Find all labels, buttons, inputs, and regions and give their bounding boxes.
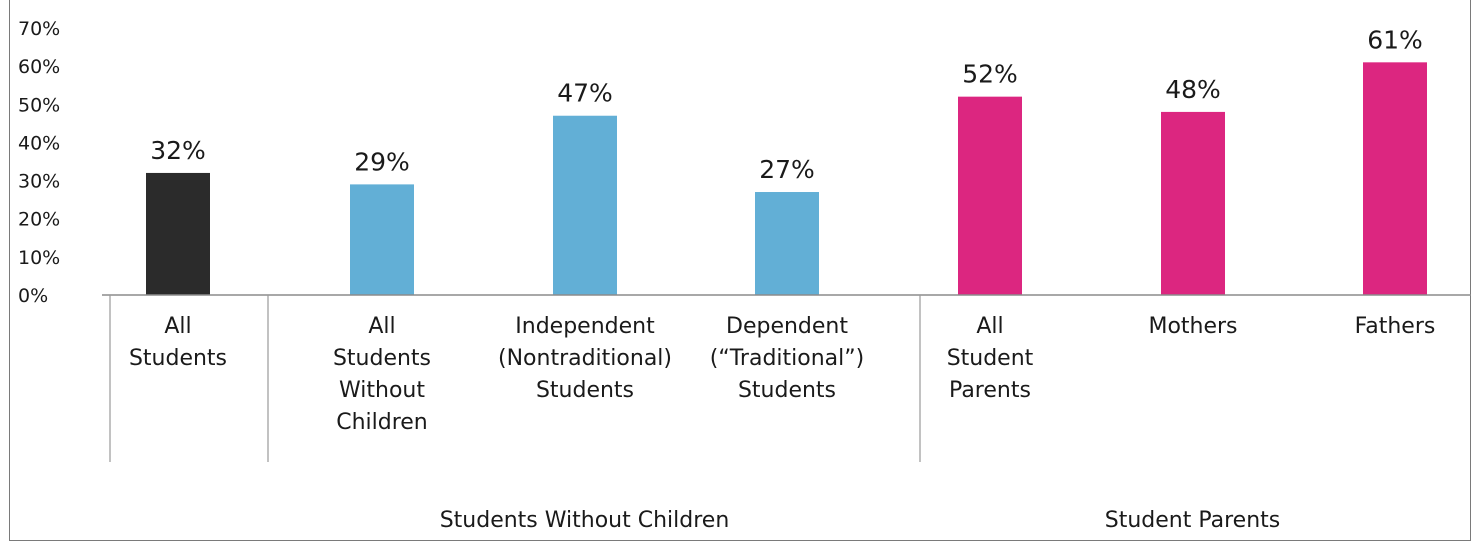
bar bbox=[1161, 112, 1225, 295]
y-tick-label: 50% bbox=[18, 94, 60, 116]
category-label: Fathers bbox=[1355, 314, 1436, 339]
category-label-line: Without bbox=[339, 378, 425, 403]
category-label-line: Students bbox=[333, 346, 431, 371]
data-label: 29% bbox=[354, 147, 410, 176]
bar bbox=[958, 97, 1022, 295]
category-label: Mothers bbox=[1148, 314, 1237, 339]
category-label-line: Students bbox=[738, 378, 836, 403]
group-label: Student Parents bbox=[1105, 508, 1280, 533]
data-label: 47% bbox=[557, 79, 613, 108]
y-tick-label: 60% bbox=[18, 56, 60, 78]
y-tick-label: 40% bbox=[18, 132, 60, 154]
group-label: Students Without Children bbox=[440, 508, 730, 533]
data-label: 61% bbox=[1367, 25, 1423, 54]
category-label-line: Mothers bbox=[1148, 314, 1237, 339]
category-label-line: Dependent bbox=[726, 314, 848, 339]
category-label-line: (“Traditional”) bbox=[710, 346, 865, 371]
data-label: 32% bbox=[150, 136, 206, 165]
category-label: Independent (Nontraditional) Students bbox=[498, 314, 672, 403]
bar bbox=[350, 184, 414, 295]
category-label-line: Fathers bbox=[1355, 314, 1436, 339]
y-tick-label: 10% bbox=[18, 247, 60, 269]
category-label-line: All bbox=[976, 314, 1003, 339]
y-tick-label: 30% bbox=[18, 171, 60, 193]
data-label: 48% bbox=[1165, 75, 1221, 104]
category-label-line: Student bbox=[947, 346, 1034, 371]
category-label-line: All bbox=[164, 314, 191, 339]
y-tick-label: 0% bbox=[18, 285, 48, 307]
y-tick-label: 20% bbox=[18, 209, 60, 231]
bar bbox=[1363, 62, 1427, 295]
bar bbox=[553, 116, 617, 295]
category-label-line: Students bbox=[536, 378, 634, 403]
bar bbox=[146, 173, 210, 295]
y-tick-label: 70% bbox=[18, 18, 60, 40]
category-label-line: Students bbox=[129, 346, 227, 371]
category-label: Dependent (“Traditional”) Students bbox=[710, 314, 865, 403]
category-label-line: All bbox=[368, 314, 395, 339]
category-label: All Student Parents bbox=[947, 314, 1034, 403]
data-label: 52% bbox=[962, 60, 1018, 89]
bar bbox=[755, 192, 819, 295]
data-label: 27% bbox=[759, 155, 815, 184]
category-label: All Students Without Children bbox=[333, 314, 431, 435]
category-label-line: Independent bbox=[515, 314, 655, 339]
category-label-line: (Nontraditional) bbox=[498, 346, 672, 371]
category-label: All Students bbox=[129, 314, 227, 371]
category-label-line: Parents bbox=[949, 378, 1031, 403]
category-label-line: Children bbox=[336, 410, 428, 435]
